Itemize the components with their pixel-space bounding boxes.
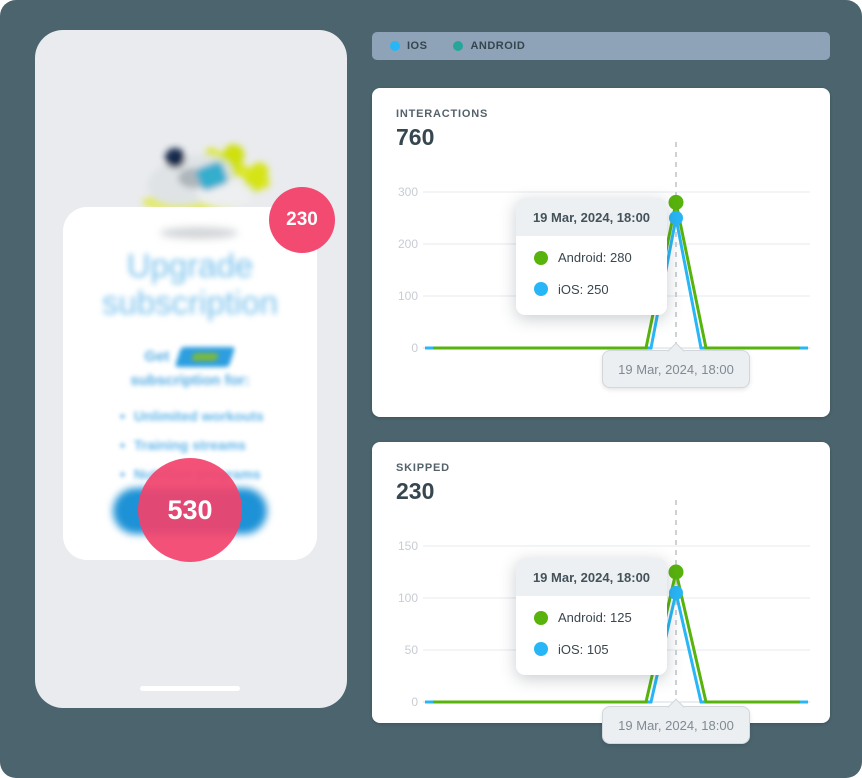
ios-dot-icon [534, 642, 548, 657]
ios-dot-icon [534, 282, 548, 297]
subtext-suffix: subscription for: [130, 372, 250, 389]
tooltip-row-ios: iOS: 105 [534, 642, 667, 657]
benefit-item: Unlimited workouts [120, 402, 264, 431]
tooltip-ios-value: iOS: 105 [558, 641, 609, 657]
pro-badge-text-blur [190, 353, 219, 362]
benefit-item: Training streams [120, 431, 264, 460]
legend-item-android[interactable]: ANDROID [453, 40, 525, 52]
chart-tooltip: 19 Mar, 2024, 18:00 Android: 125 iOS: 10… [516, 558, 667, 675]
tooltip-android-value: Android: 125 [558, 610, 632, 626]
sneaker-dumbbell-image [142, 144, 271, 211]
svg-text:200: 200 [398, 237, 418, 251]
interaction-count-badge[interactable]: 230 [269, 187, 335, 253]
heading-line-2: subscription [101, 284, 279, 321]
tooltip-date: 19 Mar, 2024, 18:00 [516, 198, 667, 236]
phone-preview: 230 Upgrade subscription Get subscriptio… [35, 30, 347, 708]
chart-title: SKIPPED [396, 462, 450, 474]
subtext-prefix: Get [144, 348, 170, 365]
android-dot-icon [534, 250, 548, 265]
screen-heading: Upgrade subscription [63, 247, 317, 321]
legend-label-android: ANDROID [470, 40, 526, 52]
x-axis-date-label: 19 Mar, 2024, 18:00 [602, 350, 750, 388]
svg-text:100: 100 [398, 289, 418, 303]
legend-item-ios[interactable]: IOS [390, 40, 427, 52]
heading-line-1: Upgrade [126, 247, 254, 284]
home-indicator [140, 686, 240, 691]
screen-subtext: Get subscription for: [63, 345, 317, 393]
chart-total-value: 230 [396, 478, 435, 504]
platform-legend-bar: IOS ANDROID [372, 32, 830, 60]
pro-badge [174, 347, 235, 368]
tooltip-row-ios: iOS: 250 [534, 282, 667, 297]
x-axis-date-label: 19 Mar, 2024, 18:00 [602, 706, 750, 744]
skipped-chart-card: SKIPPED 230 150 100 50 0 19 Mar, 2024, 18:0… [372, 442, 830, 744]
svg-text:50: 50 [405, 643, 419, 657]
tooltip-row-android: Android: 125 [534, 610, 667, 625]
svg-text:150: 150 [398, 539, 418, 553]
chart-header: INTERACTIONS 760 [396, 108, 488, 151]
tooltip-date: 19 Mar, 2024, 18:00 [516, 558, 667, 596]
chart-tooltip: 19 Mar, 2024, 18:00 Android: 280 iOS: 25… [516, 198, 667, 315]
tooltip-row-android: Android: 280 [534, 250, 667, 265]
svg-text:0: 0 [411, 341, 418, 355]
tap-count-badge[interactable]: 530 [138, 458, 242, 562]
interactions-line-chart[interactable]: 300 200 100 0 [372, 130, 830, 417]
tooltip-android-value: Android: 280 [558, 250, 632, 266]
chart-header: SKIPPED 230 [396, 462, 450, 505]
skipped-line-chart[interactable]: 150 100 50 0 [372, 490, 830, 723]
svg-text:100: 100 [398, 591, 418, 605]
ios-dot-icon [390, 41, 400, 51]
interactions-chart-card: INTERACTIONS 760 300 200 100 0 19 Mar, 2024… [372, 88, 830, 417]
legend-label-ios: IOS [407, 40, 428, 52]
svg-text:300: 300 [398, 185, 418, 199]
tooltip-ios-value: iOS: 250 [558, 281, 609, 297]
android-dot-icon [534, 610, 548, 625]
image-shadow [160, 227, 238, 239]
android-dot-icon [453, 41, 464, 51]
chart-total-value: 760 [396, 124, 435, 150]
chart-title: INTERACTIONS [396, 108, 489, 120]
svg-text:0: 0 [411, 695, 418, 709]
